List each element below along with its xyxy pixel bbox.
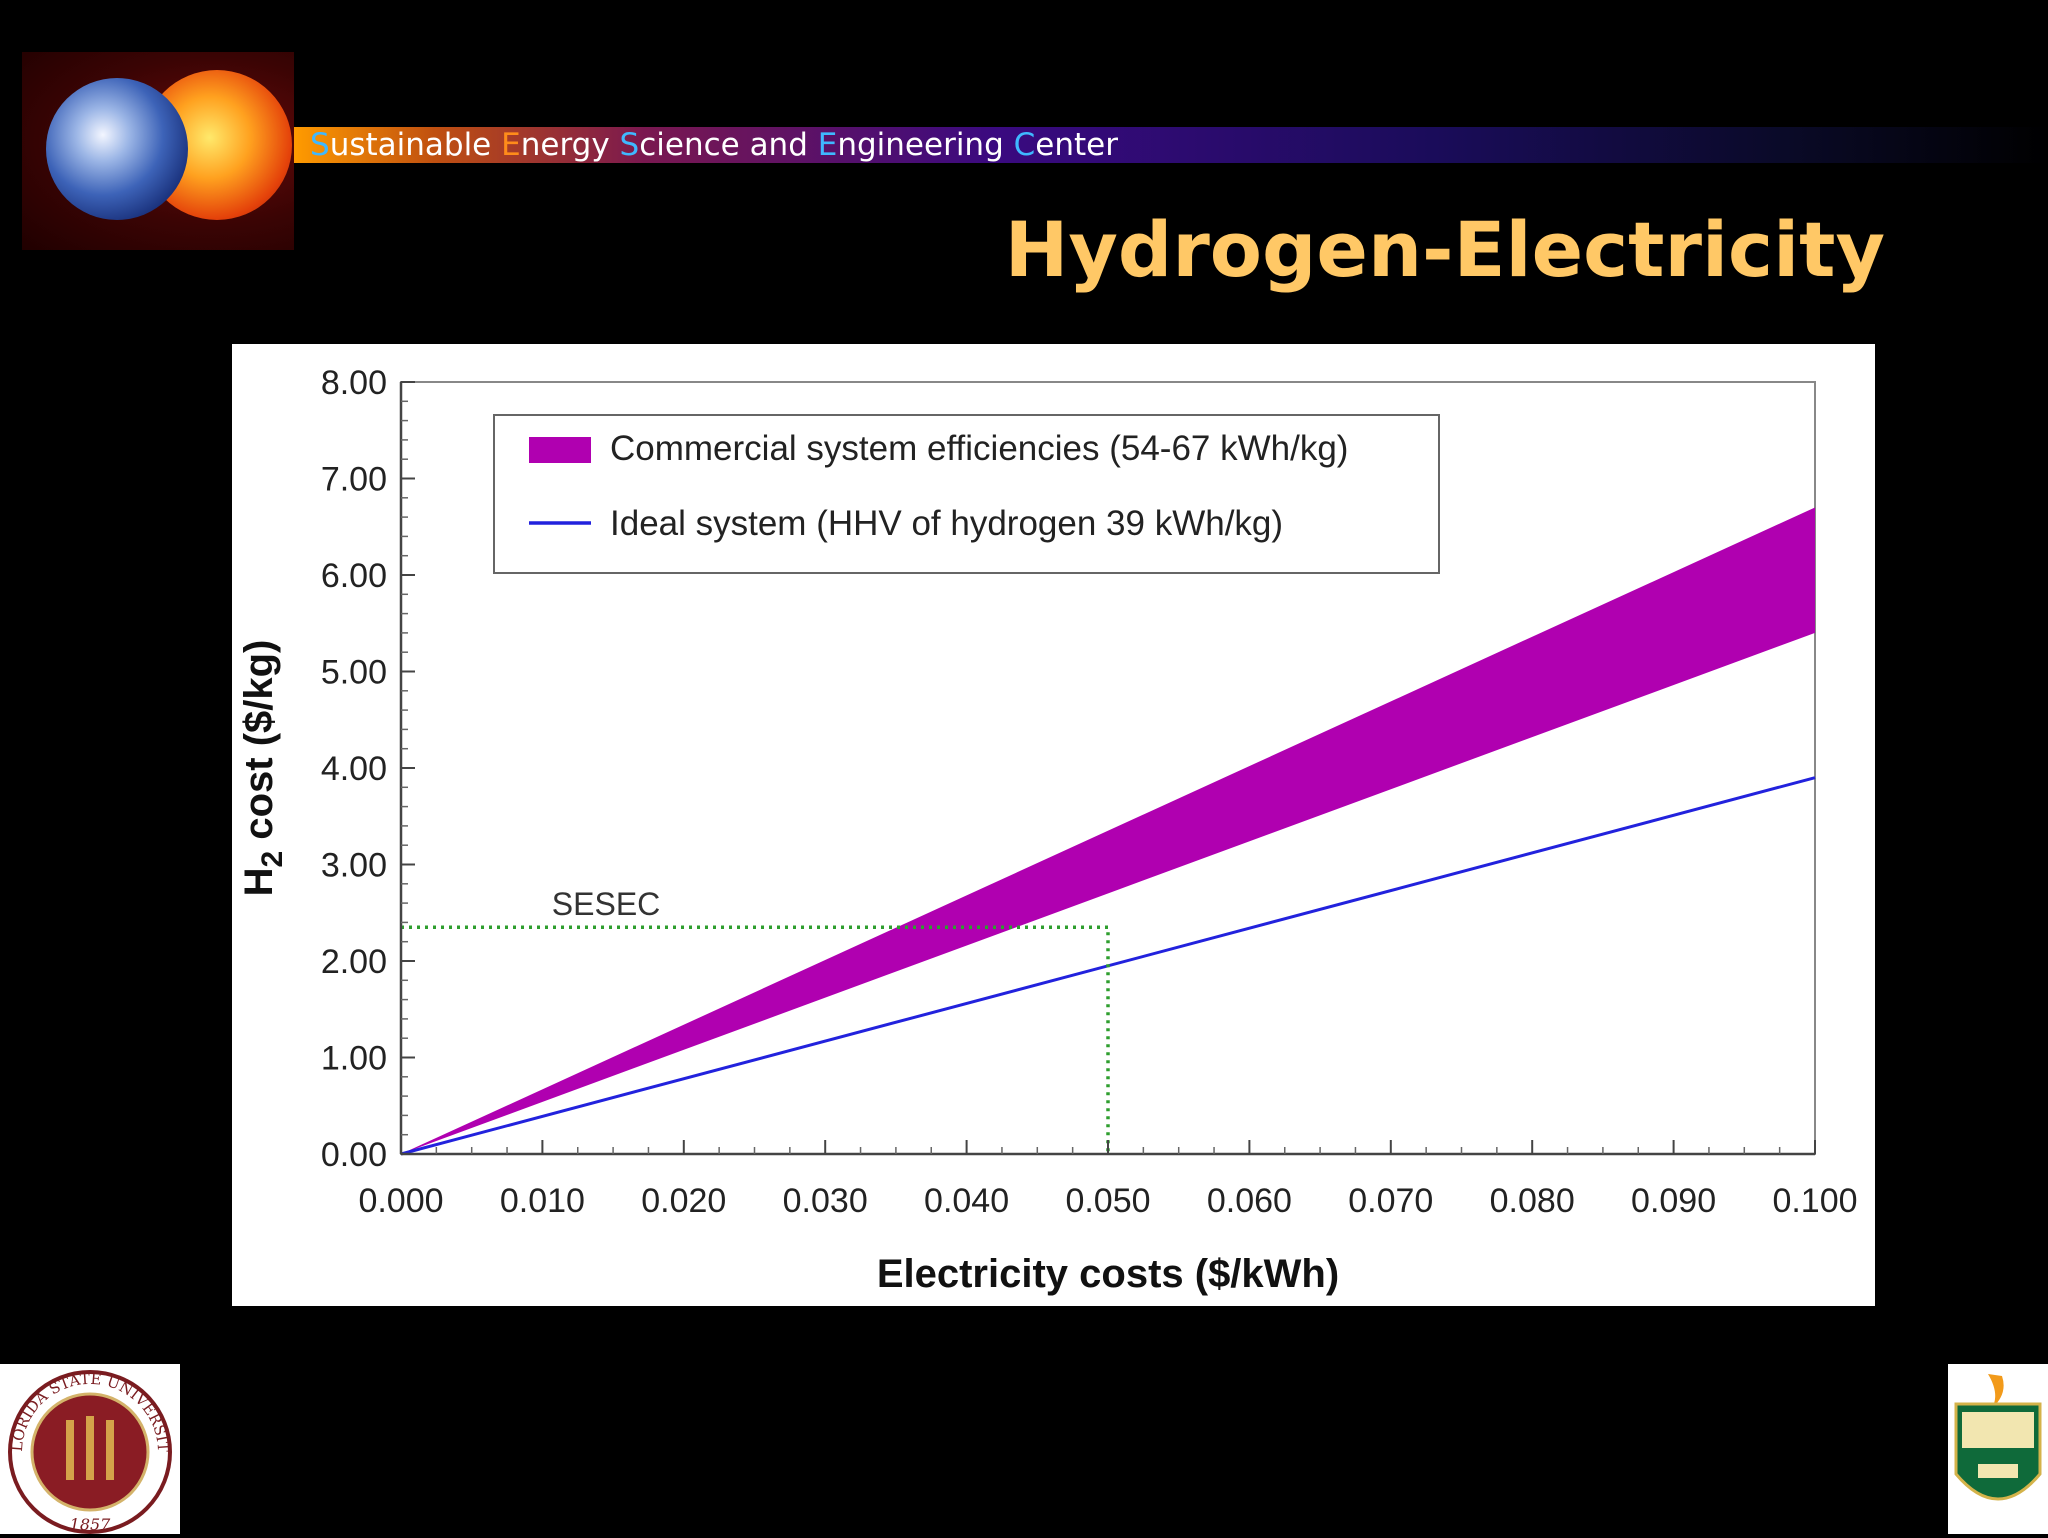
x-tick-label: 0.050 <box>1065 1182 1150 1220</box>
y-tick-label: 3.00 <box>321 847 387 885</box>
sesec-guide <box>401 925 1110 1154</box>
sesec-label: SESEC <box>552 886 660 922</box>
x-tick-label: 0.020 <box>641 1182 726 1220</box>
banner-initial: C <box>1013 127 1036 163</box>
x-tick-label: 0.090 <box>1631 1182 1716 1220</box>
banner-initial: E <box>501 127 521 163</box>
banner-word: ustainable <box>329 127 502 163</box>
y-tick-label: 6.00 <box>321 557 387 595</box>
y-axis-title-rest: cost ($/kg) <box>237 640 281 851</box>
y-axis-title: H2 cost ($/kg) <box>237 640 289 897</box>
y-axis-title-main: H <box>237 867 281 896</box>
x-tick-label: 0.080 <box>1490 1182 1575 1220</box>
banner-word: cience and <box>639 127 818 163</box>
x-tick-label: 0.040 <box>924 1182 1009 1220</box>
slide-title: Hydrogen-Electricity <box>1004 205 1885 294</box>
y-axis-title-subscript: 2 <box>256 851 289 868</box>
y-tick-label: 8.00 <box>321 364 387 402</box>
x-tick-label: 0.000 <box>358 1182 443 1220</box>
fsu-seal: FLORIDA STATE UNIVERSITY 1857 <box>0 1350 180 1534</box>
y-tick-label: 2.00 <box>321 943 387 981</box>
legend-box <box>493 414 1440 574</box>
h2-cost-chart: SESEC 0.000 0.010 0.020 0.030 0.040 0.050 0.06… <box>237 364 1858 1296</box>
x-tick-label: 0.010 <box>500 1182 585 1220</box>
x-axis-title: Electricity costs ($/kWh) <box>877 1252 1339 1296</box>
sesec-logo <box>22 52 294 250</box>
y-tick-label: 4.00 <box>321 750 387 788</box>
legend-label-ideal: Ideal system (HHV of hydrogen 39 kWh/kg) <box>610 504 1283 543</box>
banner-initial: S <box>310 127 330 163</box>
famu-seal <box>1948 1364 2048 1534</box>
header-banner <box>294 127 2048 163</box>
banner-word: ngineering <box>837 127 1014 163</box>
banner-initial: E <box>817 127 838 163</box>
banner-word: enter <box>1035 127 1118 163</box>
y-tick-label: 5.00 <box>321 654 387 692</box>
banner-title: Sustainable Energy Science and Engineeri… <box>310 125 1118 165</box>
y-tick-label: 7.00 <box>321 461 387 499</box>
banner-word: nergy <box>520 127 620 163</box>
earth-graphic <box>46 78 188 220</box>
legend-label-commercial: Commercial system efficiencies (54-67 kW… <box>610 429 1348 468</box>
x-tick-label: 0.070 <box>1348 1182 1433 1220</box>
x-tick-label: 0.060 <box>1207 1182 1292 1220</box>
banner-initial: S <box>619 127 640 163</box>
legend-swatch-commercial <box>529 437 591 463</box>
y-tick-label: 0.00 <box>321 1136 387 1174</box>
y-tick-label: 1.00 <box>321 1040 387 1078</box>
fsu-year: 1857 <box>70 1515 112 1534</box>
x-tick-label: 0.100 <box>1772 1182 1857 1220</box>
x-tick-label: 0.030 <box>783 1182 868 1220</box>
chart-panel: SESEC 0.000 0.010 0.020 0.030 0.040 0.050 0.06… <box>232 344 1875 1306</box>
